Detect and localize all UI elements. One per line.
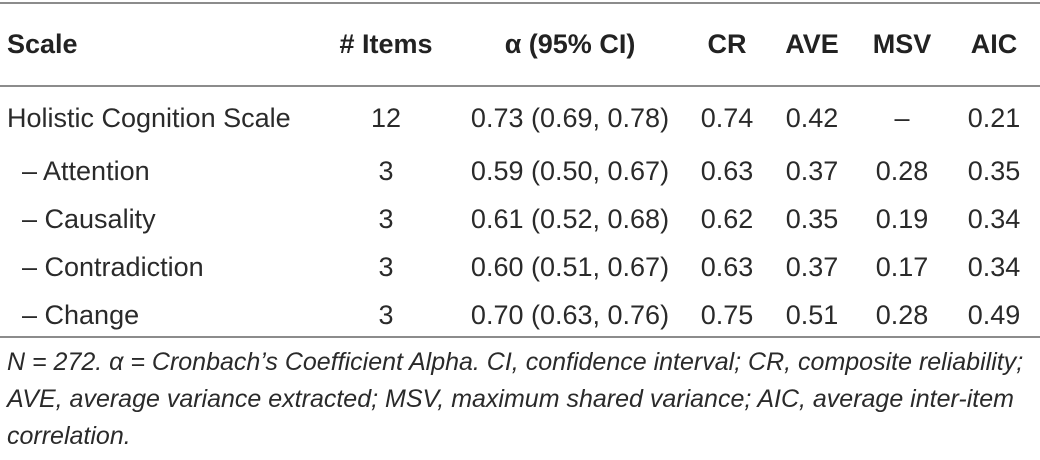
cell-cr: 0.63 <box>700 155 754 186</box>
cell-aic: 0.34 <box>967 203 1021 234</box>
table-row: Holistic Cognition Scale 12 0.73 (0.69, … <box>0 85 1040 147</box>
cell-items: 12 <box>370 102 402 133</box>
cell-scale: – Change <box>22 299 140 330</box>
cell-items: 3 <box>378 299 394 330</box>
table-row: – Attention 3 0.59 (0.50, 0.67) 0.63 0.3… <box>0 147 1040 195</box>
cell-ave: 0.42 <box>785 102 839 133</box>
cell-items: 3 <box>378 251 394 282</box>
cell-msv: – <box>894 102 910 133</box>
cell-items: 3 <box>378 155 394 186</box>
cell-scale: – Causality <box>22 203 156 234</box>
cell-items: 3 <box>378 203 394 234</box>
header-items: # Items <box>339 29 433 59</box>
cell-alpha: 0.70 (0.63, 0.76) <box>470 299 670 330</box>
header-aic: AIC <box>970 29 1018 59</box>
cell-aic: 0.21 <box>967 102 1021 133</box>
reliability-table: Scale # Items α (95% CI) CR AVE MSV AIC … <box>0 4 1040 339</box>
cell-msv: 0.28 <box>875 155 929 186</box>
cell-alpha: 0.73 (0.69, 0.78) <box>470 102 670 133</box>
cell-cr: 0.75 <box>700 299 754 330</box>
cell-cr: 0.63 <box>700 251 754 282</box>
table-row: – Causality 3 0.61 (0.52, 0.68) 0.62 0.3… <box>0 195 1040 243</box>
header-msv: MSV <box>872 29 932 59</box>
cell-cr: 0.74 <box>700 102 754 133</box>
table-row: – Change 3 0.70 (0.63, 0.76) 0.75 0.51 0… <box>0 291 1040 339</box>
cell-scale: – Attention <box>22 155 150 186</box>
top-rule <box>0 2 1040 4</box>
cell-alpha: 0.60 (0.51, 0.67) <box>470 251 670 282</box>
cell-ave: 0.37 <box>785 251 839 282</box>
cell-msv: 0.28 <box>875 299 929 330</box>
cell-alpha: 0.59 (0.50, 0.67) <box>470 155 670 186</box>
cell-alpha: 0.61 (0.52, 0.68) <box>470 203 670 234</box>
cell-scale: – Contradiction <box>22 251 204 282</box>
cell-cr: 0.62 <box>700 203 754 234</box>
cell-aic: 0.49 <box>967 299 1021 330</box>
table-row: – Contradiction 3 0.60 (0.51, 0.67) 0.63… <box>0 243 1040 291</box>
header-row: Scale # Items α (95% CI) CR AVE MSV AIC <box>0 4 1040 85</box>
cell-ave: 0.35 <box>785 203 839 234</box>
cell-msv: 0.19 <box>875 203 929 234</box>
header-cr: CR <box>707 29 747 59</box>
header-ave: AVE <box>785 29 839 59</box>
cell-scale: Holistic Cognition Scale <box>7 102 291 133</box>
cell-ave: 0.51 <box>785 299 839 330</box>
cell-msv: 0.17 <box>875 251 929 282</box>
header-alpha: α (95% CI) <box>504 29 636 59</box>
table-footnote: N = 272. α = Cronbach’s Coefficient Alph… <box>7 348 1024 450</box>
header-scale: Scale <box>7 29 78 59</box>
header-rule <box>0 85 1040 87</box>
cell-aic: 0.35 <box>967 155 1021 186</box>
cell-ave: 0.37 <box>785 155 839 186</box>
bottom-rule <box>0 336 1040 338</box>
cell-aic: 0.34 <box>967 251 1021 282</box>
